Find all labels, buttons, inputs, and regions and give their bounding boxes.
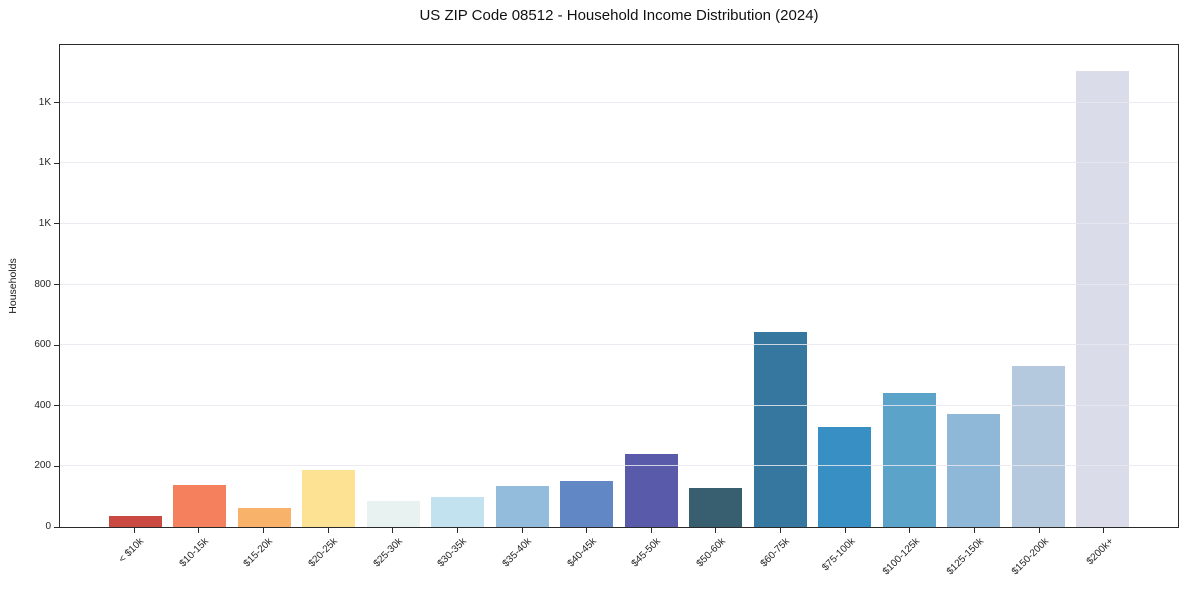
x-tick-label: $15-20k [242, 536, 276, 570]
bar-slot [619, 45, 684, 527]
bar-slot [361, 45, 426, 527]
x-tick-label: $50-60k [694, 536, 728, 570]
x-tick-label: $100-125k [880, 536, 922, 578]
bar [947, 414, 1001, 527]
y-tick-label: 1K [38, 217, 51, 229]
chart-title: US ZIP Code 08512 - Household Income Dis… [419, 7, 819, 24]
x-tick-label: $45-50k [629, 536, 664, 570]
y-tick-label: 200 [34, 460, 51, 472]
x-tick-mark [1103, 528, 1105, 533]
bar [108, 516, 162, 527]
x-tick-label: $20-25k [306, 536, 340, 570]
gridline [60, 344, 1178, 346]
bar-slot [942, 45, 1007, 527]
bar-slot [748, 45, 813, 527]
bar-slot [684, 45, 749, 527]
y-tick-label: 1K [38, 157, 51, 169]
gridline [60, 101, 1178, 103]
gridline [60, 465, 1178, 467]
gridline [60, 404, 1178, 406]
x-tick-mark [715, 528, 717, 533]
bar-slot [426, 45, 491, 527]
x-tick-label: $35-40k [500, 536, 534, 570]
x-tick-label: $30-35k [435, 536, 470, 570]
y-tick-mark [54, 102, 59, 104]
bar-slot [103, 45, 168, 527]
x-tick-label: $25-30k [371, 536, 405, 570]
bar-slot [297, 45, 362, 527]
x-tick-label: $75-100k [819, 536, 857, 574]
bar [366, 500, 420, 527]
bar [818, 426, 872, 527]
bar-slot [490, 45, 555, 527]
x-tick-label: $150-200k [1009, 536, 1051, 578]
x-tick-mark [263, 528, 265, 533]
bar-slot [1071, 45, 1136, 527]
bar-slot [1006, 45, 1071, 527]
y-tick-label: 0 [45, 521, 51, 532]
y-tick-mark [54, 465, 59, 467]
gridline [60, 222, 1178, 224]
y-tick-mark [54, 223, 59, 225]
y-tick-mark [54, 344, 59, 346]
x-tick-mark [133, 528, 135, 533]
x-tick-mark [198, 528, 200, 533]
x-tick-mark [844, 528, 846, 533]
x-tick-mark [327, 528, 329, 533]
bar [1011, 366, 1065, 527]
x-tick-mark [650, 528, 652, 533]
bar [237, 508, 291, 527]
x-tick-mark [456, 528, 458, 533]
plot-area [59, 44, 1179, 528]
y-tick-mark [54, 284, 59, 285]
x-tick-mark [780, 528, 782, 533]
bar [302, 470, 356, 527]
gridline [60, 283, 1178, 285]
bar [753, 331, 807, 527]
x-tick-label: $10-15k [177, 536, 211, 570]
bar [689, 487, 743, 527]
y-tick-mark [54, 162, 59, 164]
bars-container [60, 45, 1178, 527]
bar [560, 480, 614, 527]
bar [882, 393, 936, 527]
bar-slot [813, 45, 878, 527]
x-tick-label: $125-150k [944, 536, 987, 578]
bar [173, 484, 227, 527]
bar [495, 485, 549, 527]
y-tick-mark [54, 405, 59, 407]
x-tick-mark [1038, 528, 1040, 533]
x-tick-mark [909, 528, 911, 533]
bar [1076, 70, 1130, 527]
bar-slot [168, 45, 233, 527]
x-tick-label: $60-75k [759, 536, 793, 570]
bar-slot [877, 45, 942, 527]
y-tick-label: 1K [38, 96, 51, 108]
y-tick-label: 400 [34, 399, 51, 411]
y-tick-label: 800 [34, 278, 51, 290]
x-tick-mark [973, 528, 975, 533]
x-tick-label: $200k+ [1084, 536, 1116, 568]
y-tick-label: 600 [34, 339, 51, 351]
x-tick-mark [521, 528, 523, 533]
x-tick-mark [392, 528, 394, 533]
bar-slot [555, 45, 620, 527]
x-tick-mark [586, 528, 588, 533]
x-tick-label: < $10k [116, 536, 147, 566]
bar [431, 496, 485, 527]
x-tick-label: $40-45k [565, 536, 599, 570]
y-tick-mark [54, 526, 59, 528]
bar-slot [232, 45, 297, 527]
gridline [60, 162, 1178, 164]
